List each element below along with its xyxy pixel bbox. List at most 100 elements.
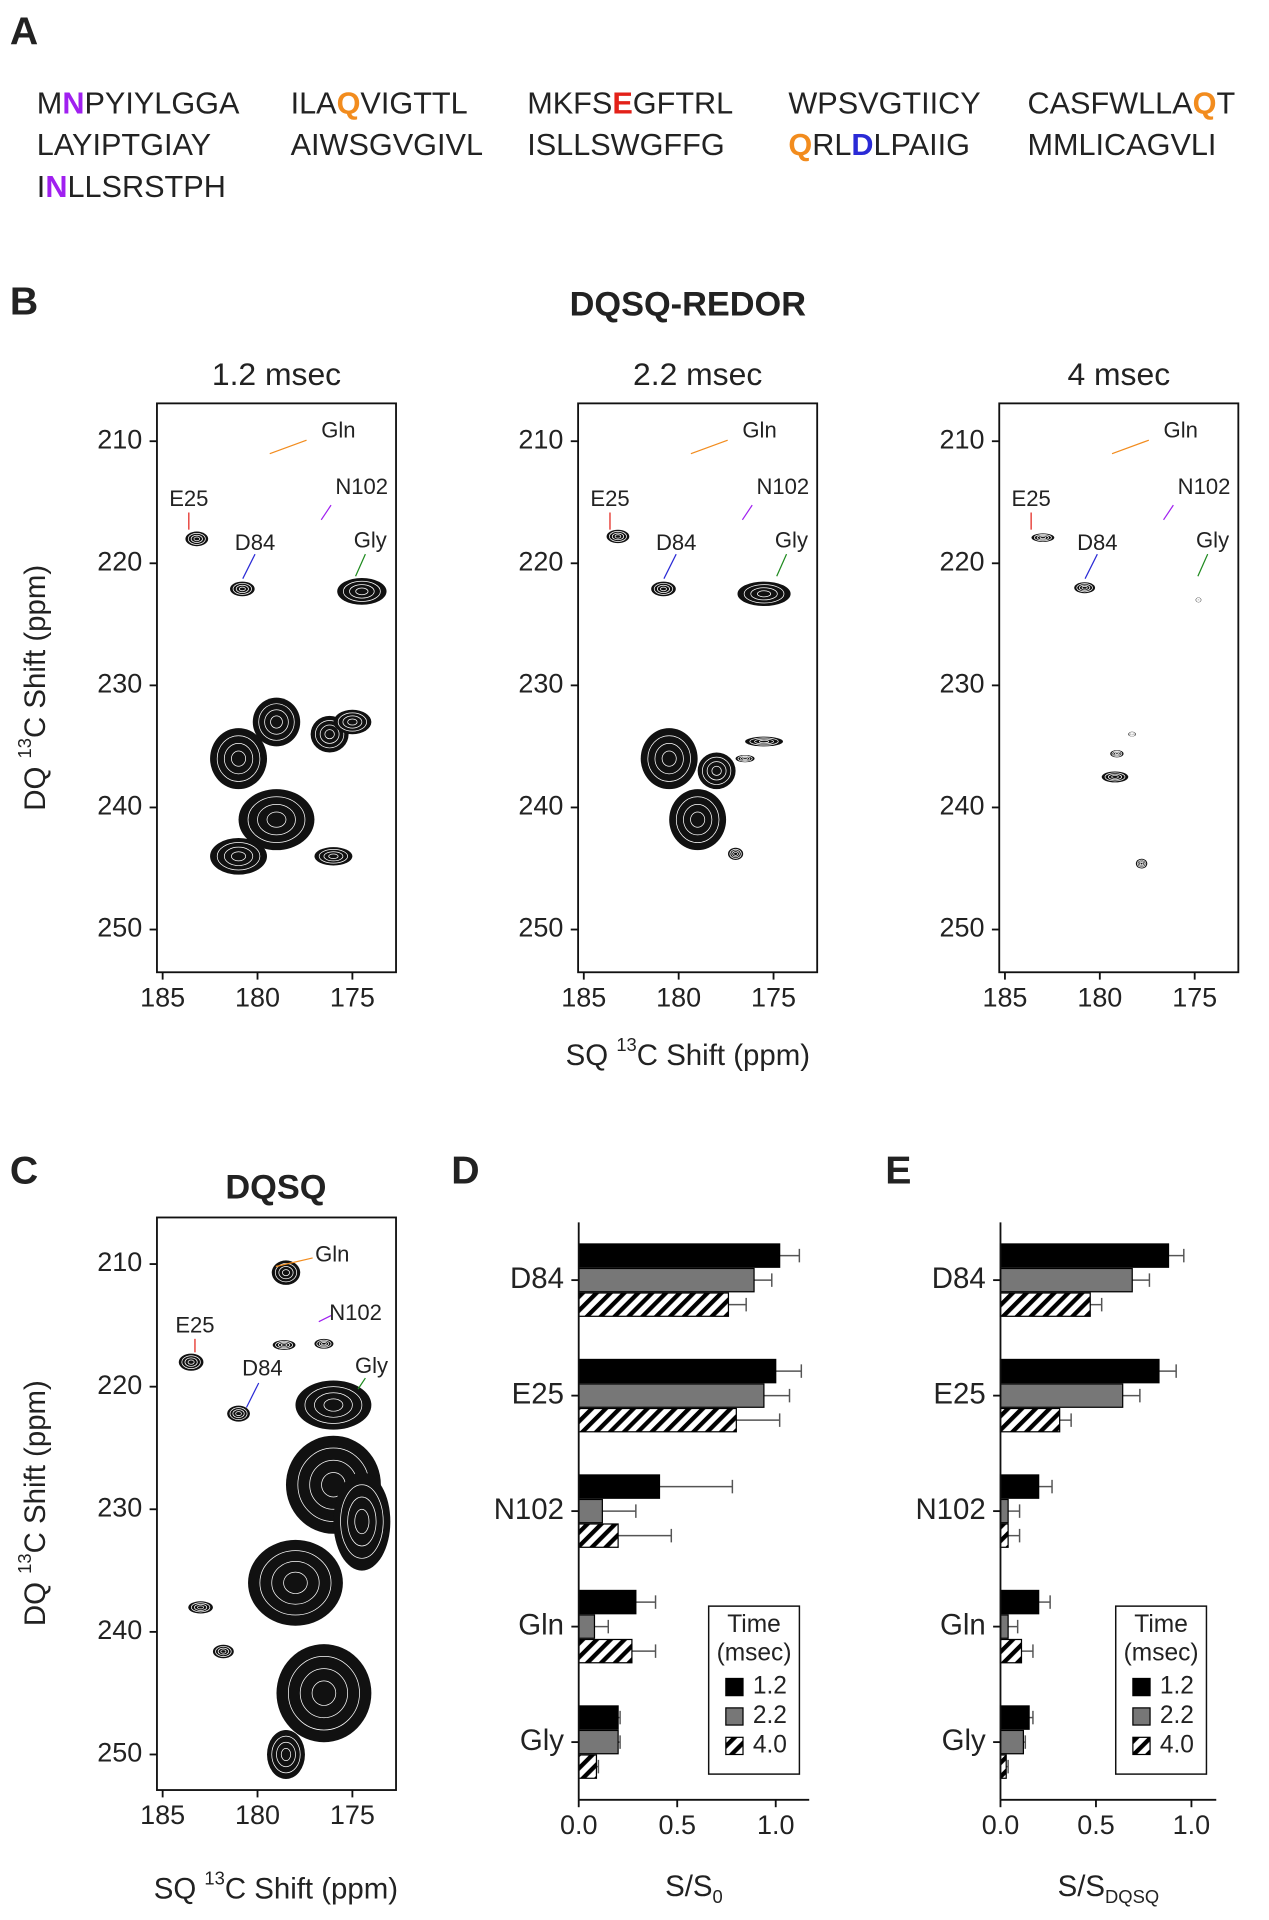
- residue-run: RL: [812, 128, 851, 162]
- label-sup: 13: [14, 738, 35, 758]
- contour-ring: [1039, 536, 1047, 540]
- panel-title: 2.2 msec: [633, 356, 762, 392]
- bar: [578, 1754, 598, 1779]
- highlight-residue: D: [851, 128, 873, 162]
- x-tick-label: 175: [751, 982, 796, 1012]
- contour-ring: [1104, 772, 1126, 782]
- contour-peak: [210, 837, 268, 875]
- contour-ring: [743, 584, 785, 604]
- bar: [999, 1705, 1030, 1730]
- leader-line: [776, 553, 788, 577]
- legend-label: 1.2: [1160, 1673, 1194, 1700]
- y-tick-label: 240: [97, 1615, 142, 1645]
- residue-run: PYIYLGGA: [84, 87, 240, 121]
- contour-ring: [1111, 775, 1119, 779]
- highlight-residue: N: [45, 170, 67, 204]
- contour-ring: [304, 1386, 363, 1424]
- contour-ring: [758, 739, 770, 744]
- residue-run: T: [1216, 87, 1235, 121]
- contour-ring: [1076, 583, 1093, 593]
- contour-ring: [1036, 535, 1049, 541]
- highlight-residue: Q: [788, 128, 812, 162]
- residue-run: LPAIIG: [874, 128, 971, 162]
- leader-line: [1084, 553, 1098, 579]
- bar: [578, 1383, 765, 1408]
- contour-peak: [295, 1380, 372, 1430]
- contour-ring: [340, 1484, 384, 1559]
- contour-peak: [697, 752, 736, 790]
- contour-ring: [187, 1359, 195, 1365]
- leader-line: [1163, 504, 1174, 521]
- y-tick-label: 250: [97, 1738, 142, 1768]
- label-part: SQ: [154, 1872, 205, 1905]
- peak-label: Gly: [354, 528, 387, 553]
- leader-line: [663, 553, 677, 579]
- contour-ring: [1196, 598, 1201, 602]
- bar: [578, 1243, 781, 1268]
- label-sup: 13: [14, 1553, 35, 1573]
- y-tick-label: E25: [512, 1377, 564, 1410]
- y-tick-label: 210: [97, 1247, 142, 1277]
- contour-ring: [287, 1656, 360, 1731]
- contour-peak: [185, 531, 209, 547]
- contour-ring: [271, 1561, 320, 1605]
- contour-ring: [318, 849, 349, 864]
- contour-peak: [267, 1729, 305, 1780]
- contour-ring: [660, 586, 667, 592]
- sequence-group: INLLSRSTPH: [37, 170, 226, 204]
- y-tick-label: Gln: [518, 1608, 564, 1641]
- contour-ring: [729, 848, 742, 859]
- bar: [578, 1729, 619, 1755]
- legend-swatch: [725, 1707, 744, 1726]
- contour-ring: [270, 715, 283, 729]
- residue-run: AIWSGVGIVL: [291, 128, 483, 162]
- contour-ring: [257, 804, 296, 836]
- contour-ring: [280, 1343, 288, 1347]
- label-part: C Shift (ppm): [19, 565, 52, 738]
- y-tick-label: 240: [97, 791, 142, 821]
- contour-ring: [190, 1602, 211, 1613]
- contour-peak: [230, 581, 255, 597]
- panel-label: E: [885, 1149, 911, 1193]
- contour-ring: [323, 851, 344, 862]
- y-tick-label: 210: [940, 424, 985, 454]
- contour-ring: [223, 846, 254, 866]
- residue-run: VIGTTL: [360, 87, 467, 121]
- contour-ring: [690, 811, 706, 828]
- label-part: S/S: [1058, 1870, 1105, 1903]
- contour-peak: [669, 789, 727, 851]
- contour-peak: [227, 1405, 250, 1422]
- contour-ring: [1114, 752, 1119, 756]
- contour-ring: [1129, 732, 1135, 736]
- contour-ring: [216, 842, 261, 871]
- contour-ring: [264, 709, 289, 735]
- contour-ring: [321, 1342, 327, 1346]
- contour-ring: [1195, 597, 1201, 603]
- contour-ring: [1079, 584, 1091, 591]
- contour-ring: [731, 850, 740, 858]
- contour-ring: [706, 761, 727, 781]
- peak-label: Gly: [355, 1353, 388, 1378]
- contour-ring: [609, 531, 627, 542]
- residue-run: I: [37, 170, 46, 204]
- legend-swatch: [725, 1736, 744, 1756]
- contour-ring: [324, 729, 335, 740]
- contour-ring: [231, 750, 247, 767]
- contour-peak: [651, 581, 676, 597]
- chart-title: DQSQ: [225, 1168, 326, 1206]
- contour-ring: [231, 851, 247, 862]
- contour-ring: [749, 737, 779, 746]
- contour-ring: [1107, 773, 1123, 781]
- peak-label: D84: [242, 1355, 282, 1380]
- y-axis-label: DQ 13C Shift (ppm): [14, 565, 52, 811]
- contour-ring: [220, 1649, 227, 1654]
- contour-ring: [1197, 598, 1200, 601]
- peak-label: N102: [1178, 474, 1231, 499]
- legend-title: (msec): [1124, 1639, 1199, 1666]
- plot-frame: [577, 402, 819, 974]
- legend-title: Time: [727, 1611, 781, 1638]
- contour-peak: [640, 728, 698, 790]
- panel-title: 1.2 msec: [212, 356, 341, 392]
- bar: [578, 1523, 619, 1548]
- peak-label: Gln: [1164, 417, 1198, 442]
